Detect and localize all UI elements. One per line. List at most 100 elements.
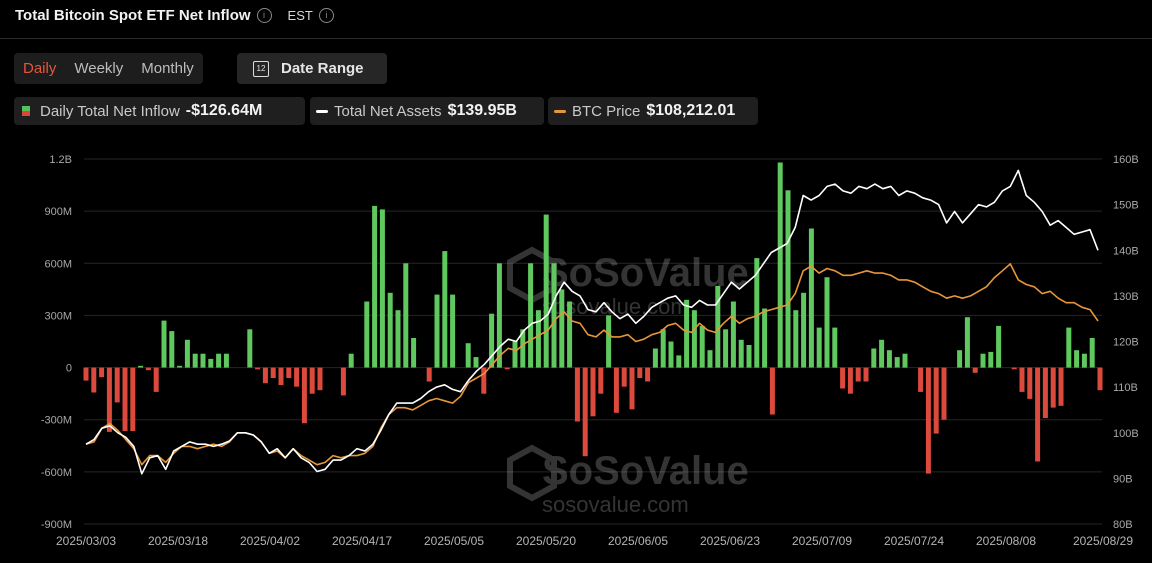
y-right-tick-label: 140B xyxy=(1113,245,1139,257)
inflow-bar xyxy=(512,341,518,368)
legend-inflow[interactable]: Daily Total Net Inflow -$126.64M xyxy=(14,97,305,125)
inflow-bar xyxy=(801,292,807,368)
inflow-bar xyxy=(1081,353,1087,368)
inflow-bar xyxy=(294,367,300,387)
inflow-bar xyxy=(153,367,159,392)
inflow-bar xyxy=(1019,367,1025,392)
legend-assets[interactable]: Total Net Assets $139.95B xyxy=(310,97,544,125)
inflow-bar xyxy=(785,190,791,368)
legend-price-value: $108,212.01 xyxy=(646,102,736,119)
inflow-bar xyxy=(543,214,549,368)
inflow-bar xyxy=(863,367,869,382)
y-left-tick-label: 0 xyxy=(66,363,72,375)
inflow-bar xyxy=(980,353,986,368)
tab-weekly[interactable]: Weekly xyxy=(74,60,124,77)
legend-inflow-label: Daily Total Net Inflow xyxy=(40,102,180,120)
inflow-bar xyxy=(1042,367,1048,418)
inflow-bar xyxy=(114,367,120,403)
inflow-bar xyxy=(278,367,284,385)
y-left-tick-label: -900M xyxy=(41,519,72,531)
chart-title-row: Total Bitcoin Spot ETF Net Inflow i EST … xyxy=(15,7,334,24)
legend-price-label: BTC Price xyxy=(572,102,641,120)
watermark-url: sosovalue.com xyxy=(542,492,689,517)
y-right-tick-label: 80B xyxy=(1113,519,1133,531)
inflow-bar xyxy=(372,205,378,368)
inflow-bar xyxy=(793,310,799,368)
watermark-brand: SoSoValue xyxy=(542,251,749,295)
inflow-bar xyxy=(1027,367,1033,399)
inflow-bar xyxy=(972,367,978,373)
inflow-bar xyxy=(520,329,526,368)
y-right-tick-label: 130B xyxy=(1113,291,1139,303)
inflow-bar xyxy=(1066,327,1072,368)
inflow-bar xyxy=(660,329,666,368)
inflow-bar xyxy=(286,367,292,378)
inflow-bar xyxy=(808,228,814,368)
inflow-bar xyxy=(1050,367,1056,408)
period-selector: Daily Weekly Monthly xyxy=(14,53,203,84)
inflow-bar xyxy=(902,353,908,368)
inflow-bar xyxy=(551,263,557,368)
timezone-label: EST xyxy=(287,8,313,23)
inflow-bar xyxy=(247,329,253,368)
price-swatch xyxy=(554,109,566,113)
legend-assets-value: $139.95B xyxy=(447,102,517,119)
inflow-bar xyxy=(192,353,198,368)
y-left-tick-label: 1.2B xyxy=(49,154,72,166)
inflow-bar xyxy=(996,325,1002,368)
inflow-bar xyxy=(426,367,432,382)
inflow-bar xyxy=(894,357,900,368)
inflow-bar xyxy=(99,367,105,378)
date-range-label: Date Range xyxy=(281,60,364,77)
inflow-bar xyxy=(504,367,510,370)
inflow-bar xyxy=(216,353,222,368)
inflow-bar xyxy=(411,338,417,368)
inflow-bar xyxy=(184,339,190,368)
inflow-bar xyxy=(403,263,409,368)
inflow-bar xyxy=(691,310,697,368)
inflow-bar xyxy=(606,315,612,368)
x-tick-label: 2025/06/05 xyxy=(608,534,668,548)
assets-swatch xyxy=(316,109,328,113)
y-right-tick-label: 120B xyxy=(1113,337,1139,349)
inflow-bar xyxy=(1011,367,1017,370)
inflow-bar xyxy=(169,331,175,368)
y-left-tick-label: 900M xyxy=(44,206,72,218)
date-range-button[interactable]: 12 Date Range xyxy=(237,53,387,84)
y-left-tick-label: -600M xyxy=(41,467,72,479)
y-right-tick-label: 150B xyxy=(1113,200,1139,212)
inflow-bar xyxy=(364,301,370,368)
y-right-tick-label: 110B xyxy=(1113,382,1138,394)
inflow-bar xyxy=(122,367,128,431)
watermark-icon xyxy=(507,444,557,502)
inflow-bar xyxy=(574,367,580,422)
y-left-tick-label: 300M xyxy=(44,310,72,322)
inflow-bar xyxy=(567,301,573,368)
inflow-bar xyxy=(832,327,838,368)
x-tick-label: 2025/06/23 xyxy=(700,534,760,548)
chart-title: Total Bitcoin Spot ETF Net Inflow xyxy=(15,7,251,24)
legend-price[interactable]: BTC Price $108,212.01 xyxy=(548,97,758,125)
timezone-info-icon[interactable]: i xyxy=(318,8,334,23)
inflow-bar xyxy=(387,292,393,368)
tab-monthly[interactable]: Monthly xyxy=(141,60,194,77)
inflow-bar xyxy=(473,357,479,368)
inflow-bar xyxy=(964,317,970,368)
inflow-bar xyxy=(645,367,651,382)
tab-daily[interactable]: Daily xyxy=(23,60,57,77)
inflow-bar xyxy=(590,367,596,417)
legend-inflow-value: -$126.64M xyxy=(185,102,263,119)
inflow-bar xyxy=(208,358,214,368)
inflow-bar xyxy=(130,367,136,431)
inflow-bar xyxy=(668,341,674,368)
inflow-bar xyxy=(262,367,268,384)
inflow-bar xyxy=(434,294,440,368)
inflow-bar xyxy=(652,348,658,368)
inflow-bar xyxy=(840,367,846,389)
inflow-bar xyxy=(723,329,729,368)
inflow-bar xyxy=(317,367,323,391)
title-info-icon[interactable]: i xyxy=(256,8,272,23)
inflow-bar xyxy=(777,162,783,368)
